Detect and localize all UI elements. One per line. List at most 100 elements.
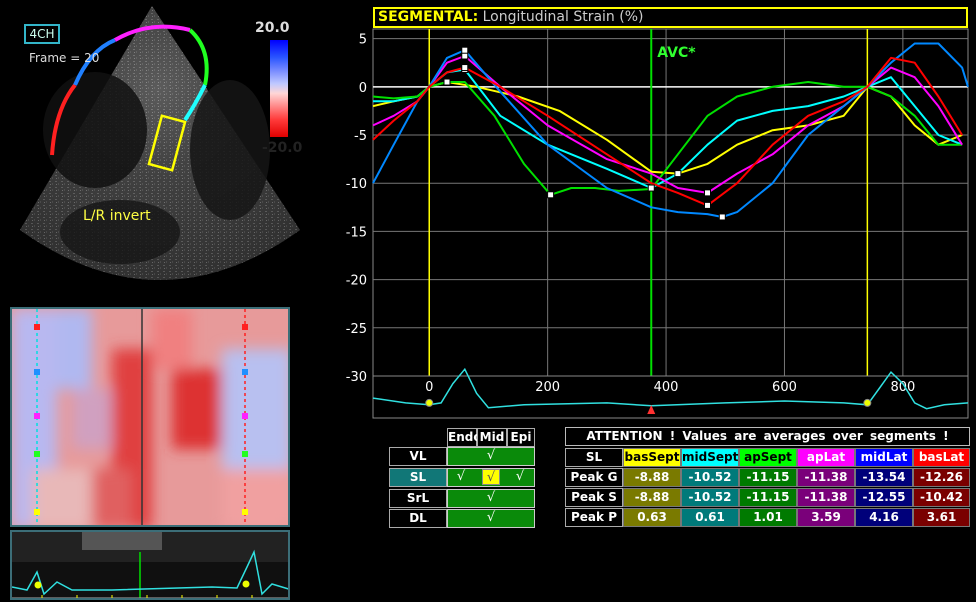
peak-p-apLat: 3.59 xyxy=(797,508,855,527)
y-tick-label: -5 xyxy=(354,129,367,144)
segment-head-basSept: basSept xyxy=(623,448,681,467)
peak-p-basSept: 0.63 xyxy=(623,508,681,527)
peak-s-apLat: -11.38 xyxy=(797,488,855,507)
row-label-dl[interactable]: DL xyxy=(389,509,447,528)
column-head-endo: Endo xyxy=(447,428,482,447)
ecg-trace xyxy=(372,367,969,410)
peak-marker-5 xyxy=(704,201,712,209)
check-sl-epi[interactable]: √ xyxy=(515,469,525,484)
peak-s-midSept: -10.52 xyxy=(681,488,739,507)
check-srl-mid[interactable]: √ xyxy=(486,490,496,505)
segment-marker-dots xyxy=(34,324,248,515)
frame-label: Frame = 20 xyxy=(29,51,100,65)
peak-marker-0 xyxy=(674,170,682,178)
peak-s-apSept: -11.15 xyxy=(739,488,797,507)
segment-head-midSept: midSept xyxy=(681,448,739,467)
series-line-4 xyxy=(372,42,969,218)
segment-trace-basLat xyxy=(50,83,77,156)
early-marker-2 xyxy=(443,78,451,86)
chart-title-rest: Longitudinal Strain (%) xyxy=(478,9,644,25)
y-tick-label: 0 xyxy=(359,81,367,96)
x-tick-label: 0 xyxy=(425,380,433,395)
right-chamber xyxy=(190,80,270,220)
row-options-dl[interactable] xyxy=(447,509,535,528)
lower-chamber xyxy=(60,200,180,264)
ecg-mini-panel[interactable] xyxy=(10,530,290,600)
x-tick-label: 800 xyxy=(890,380,915,395)
chart-title-bold: SEGMENTAL: xyxy=(378,9,479,25)
check-vl-mid[interactable]: √ xyxy=(486,448,496,463)
segment-trace-midSept xyxy=(183,84,207,122)
check-dl-mid[interactable]: √ xyxy=(486,510,496,525)
row-label-vl[interactable]: VL xyxy=(389,447,447,466)
row-options-vl[interactable] xyxy=(447,447,535,466)
row-label-sl[interactable]: SL xyxy=(389,468,447,487)
x-tick-label: 200 xyxy=(535,380,560,395)
y-tick-label: -30 xyxy=(346,370,367,385)
strain-color-map[interactable] xyxy=(10,307,290,527)
avc-pointer xyxy=(647,405,656,414)
segment-head-apLat: apLat xyxy=(797,448,855,467)
peak-s-basLat: -10.42 xyxy=(913,488,970,507)
peak-g-basSept: -8.88 xyxy=(623,468,681,487)
x-tick-label: 400 xyxy=(654,380,679,395)
echo-image-panel[interactable]: 4CH Frame = 20 L/R invert 20.0 -20.0 xyxy=(0,0,303,300)
early-marker-3 xyxy=(461,52,469,60)
early-marker-5 xyxy=(461,64,469,72)
peak-g-midLat: -13.54 xyxy=(855,468,913,487)
peak-g-basLat: -12.26 xyxy=(913,468,970,487)
peak-p-basLat: 3.61 xyxy=(913,508,970,527)
row-label-srl[interactable]: SrL xyxy=(389,489,447,508)
scale-max-label: 20.0 xyxy=(255,20,290,36)
column-head-epi: Epi xyxy=(507,428,535,447)
scale-min-label: -20.0 xyxy=(262,140,303,156)
row-label-peak-g: Peak G xyxy=(565,468,623,487)
y-tick-label: -20 xyxy=(346,274,367,289)
segment-trace-midLat xyxy=(73,38,116,86)
peak-s-midLat: -12.55 xyxy=(855,488,913,507)
peak-p-midSept: 0.61 xyxy=(681,508,739,527)
lr-invert-label: L/R invert xyxy=(83,208,151,224)
row-label-peak-p: Peak P xyxy=(565,508,623,527)
ecg-event-dot-1 xyxy=(863,398,872,407)
segment-head-midLat: midLat xyxy=(855,448,913,467)
peak-g-apLat: -11.38 xyxy=(797,468,855,487)
strain-map-image xyxy=(12,309,288,525)
column-head-mid: Mid xyxy=(477,428,507,447)
peak-p-midLat: 4.16 xyxy=(855,508,913,527)
peak-s-basSept: -8.88 xyxy=(623,488,681,507)
row-label-peak-s: Peak S xyxy=(565,488,623,507)
check-sl-mid[interactable]: √ xyxy=(482,469,500,485)
left-chamber xyxy=(43,72,147,188)
peak-marker-3 xyxy=(704,189,712,197)
chart-title: SEGMENTAL: Longitudinal Strain (%) xyxy=(373,7,968,28)
y-tick-label: -25 xyxy=(346,322,367,337)
x-tick-label: 600 xyxy=(772,380,797,395)
peak-p-apSept: 1.01 xyxy=(739,508,797,527)
avc-label: AVC* xyxy=(657,45,696,61)
color-scale-bar xyxy=(270,40,288,137)
segment-trace-apSept xyxy=(188,28,209,86)
peak-g-apSept: -11.15 xyxy=(739,468,797,487)
peak-marker-4 xyxy=(718,213,726,221)
segment-trace-apLat xyxy=(114,24,191,42)
echo-sector-image[interactable] xyxy=(0,0,300,300)
y-tick-label: 5 xyxy=(359,33,367,48)
series-line-5 xyxy=(372,56,963,207)
segment-head-apSept: apSept xyxy=(739,448,797,467)
results-header-label: SL xyxy=(565,448,623,467)
ecg-mini-trace xyxy=(12,532,288,598)
view-badge[interactable]: 4CH xyxy=(24,24,60,44)
strain-chart[interactable]: 5 0 -5 -10 -15 -20 -25 -30 AVC* 0 200 400 600 800 xyxy=(340,0,970,420)
row-options-srl[interactable] xyxy=(447,489,535,508)
peak-g-midSept: -10.52 xyxy=(681,468,739,487)
attention-banner: ATTENTION ! Values are averages over seg… xyxy=(565,427,970,446)
peak-marker-2 xyxy=(547,191,555,199)
peak-marker-1 xyxy=(647,184,655,192)
early-marker-4 xyxy=(461,46,469,54)
ecg-event-dot-0 xyxy=(425,398,434,407)
segment-roi-basSept[interactable] xyxy=(147,114,187,172)
segment-head-basLat: basLat xyxy=(913,448,970,467)
y-tick-label: -10 xyxy=(346,177,367,192)
check-sl-endo[interactable]: √ xyxy=(456,469,466,484)
